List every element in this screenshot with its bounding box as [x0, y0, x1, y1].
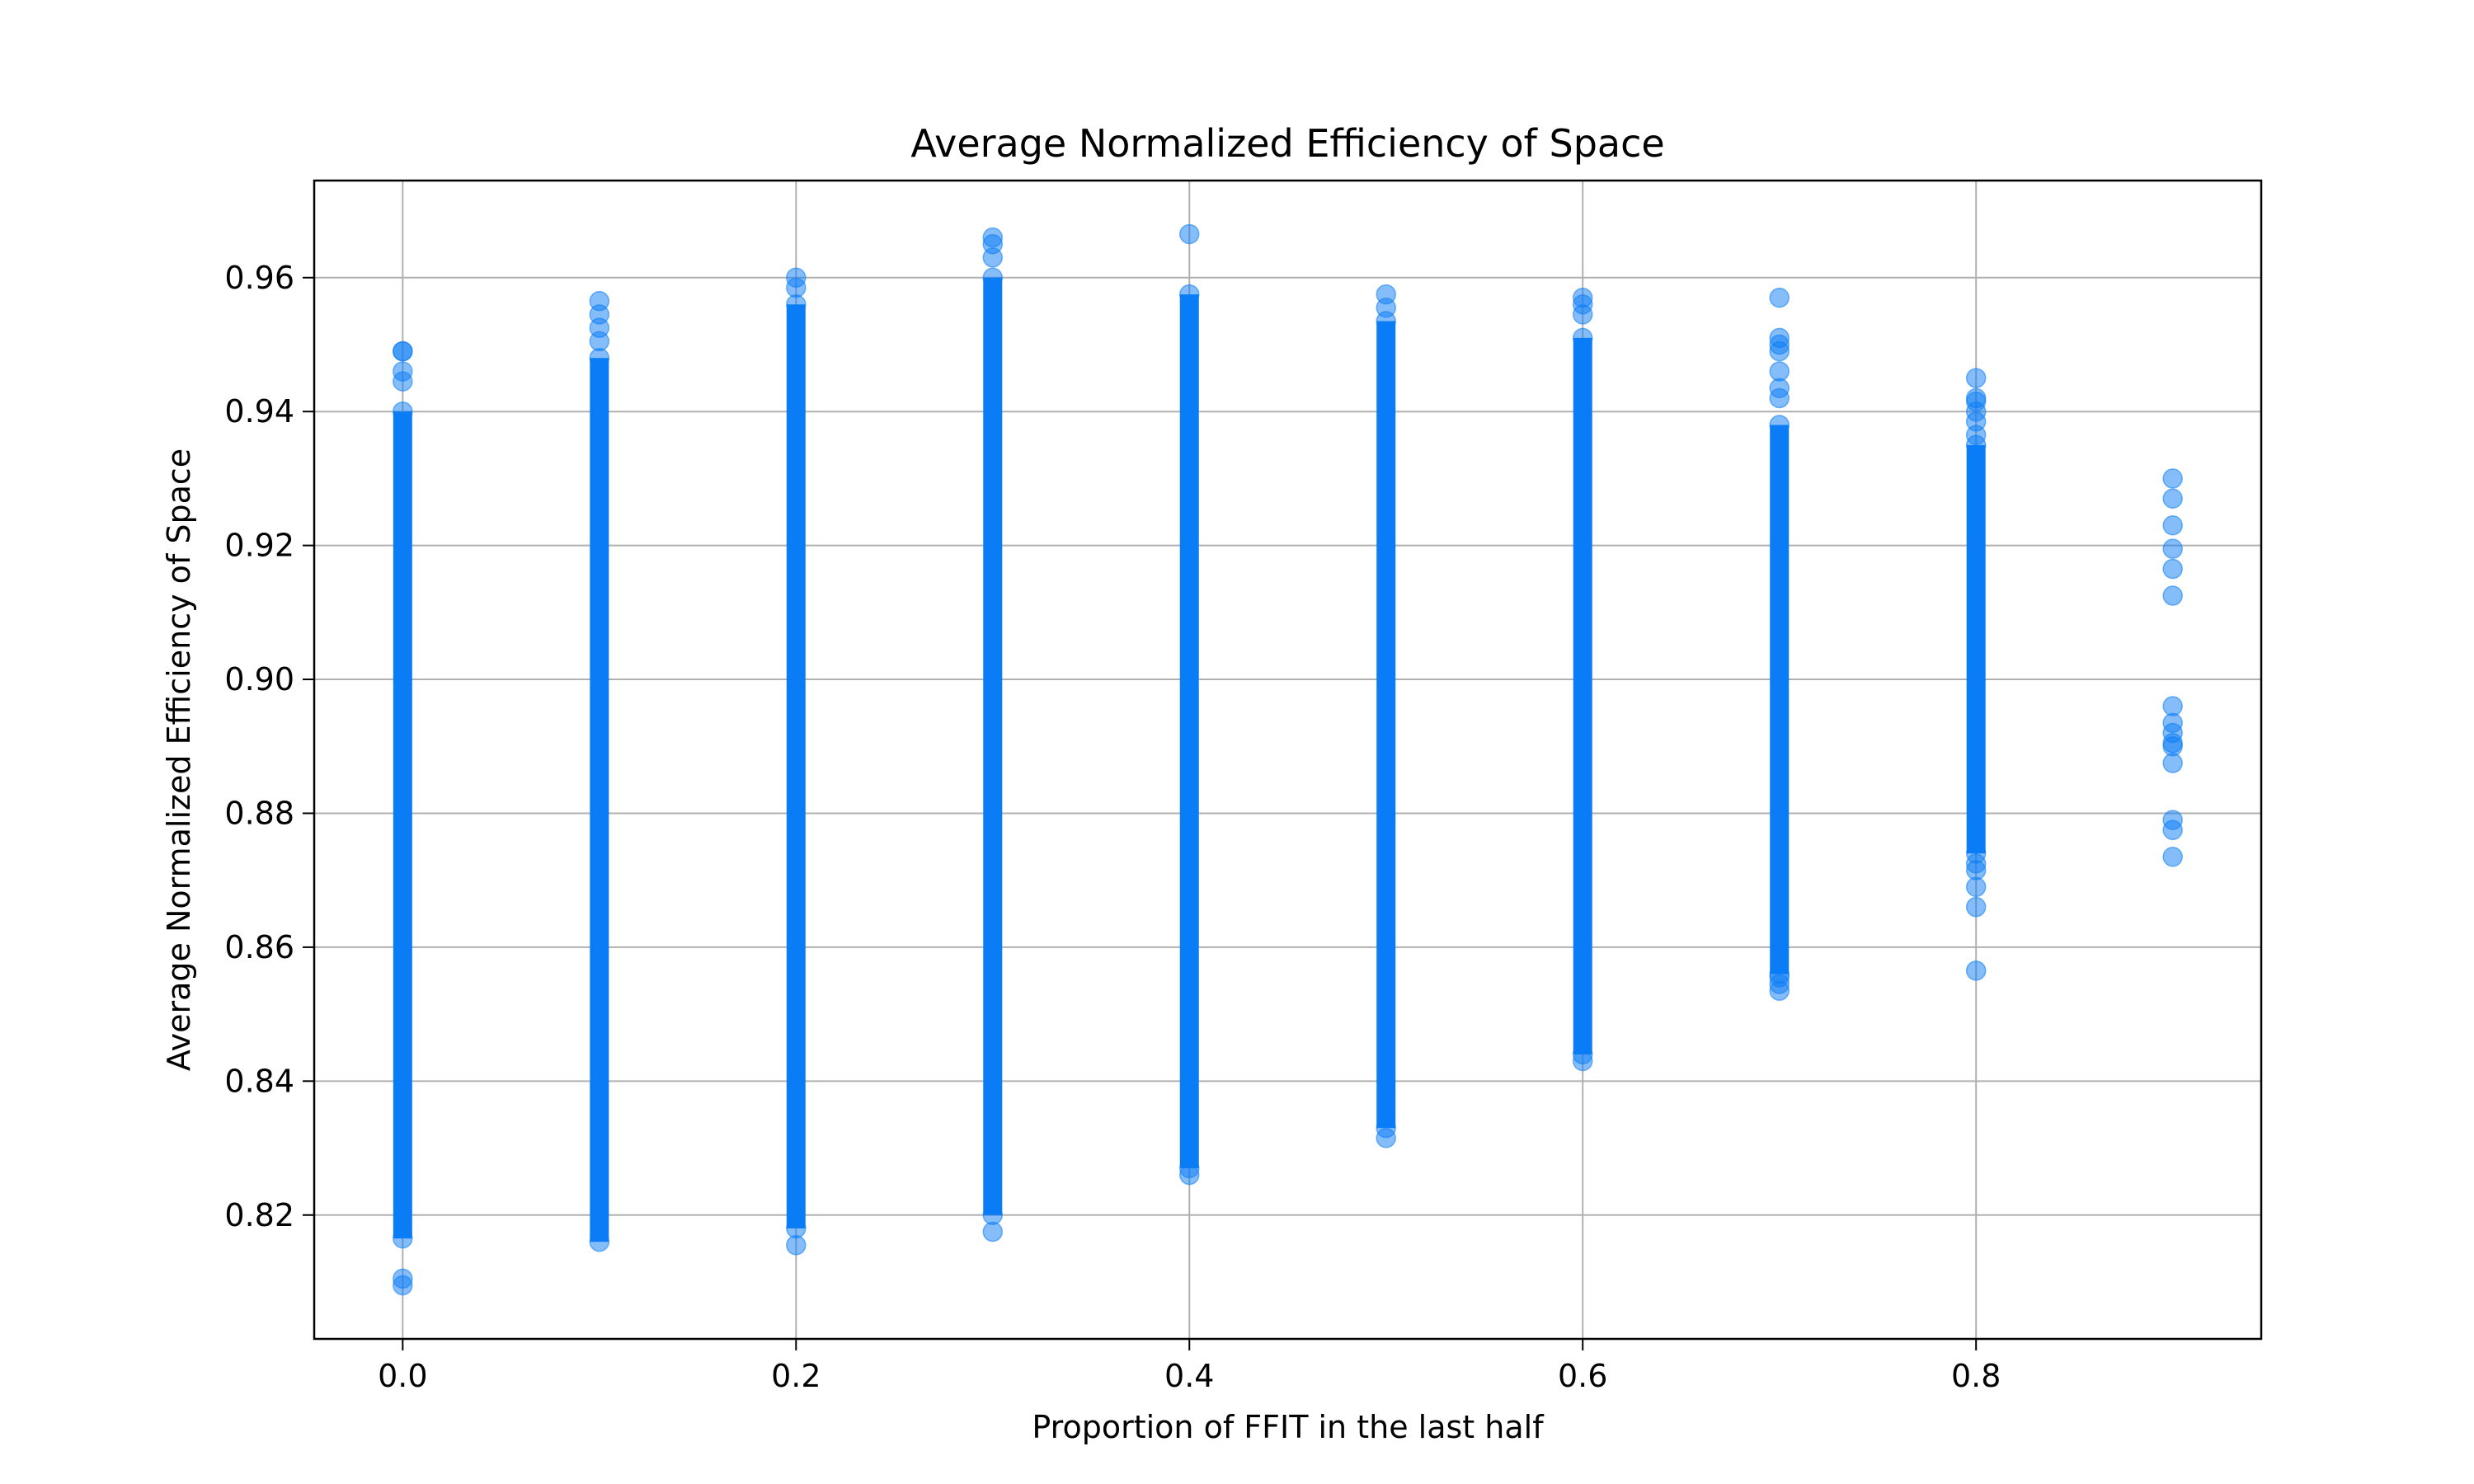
y-tick-label: 0.90: [224, 661, 294, 697]
scatter-point: [2162, 847, 2183, 867]
scatter-point: [2162, 585, 2183, 606]
plot-frame: [313, 179, 2263, 1341]
scatter-point: [1572, 1050, 1593, 1072]
scatter-point: [2162, 515, 2183, 536]
y-tick-label: 0.82: [224, 1197, 294, 1233]
dense-point-column: [786, 304, 806, 1228]
scatter-point: [2162, 696, 2183, 716]
scatter-point: [1769, 327, 1790, 349]
scatter-point: [786, 267, 807, 289]
y-tick-label: 0.84: [224, 1063, 294, 1099]
y-tick-label: 0.96: [224, 260, 294, 296]
scatter-point: [1965, 896, 1987, 918]
scatter-point: [1965, 387, 1987, 409]
x-tick-label: 0.0: [378, 1358, 427, 1394]
dense-point-column: [1966, 444, 1986, 854]
scatter-point: [786, 1218, 807, 1239]
dense-point-column: [983, 277, 1003, 1215]
y-tick-label: 0.92: [224, 528, 294, 564]
scatter-point: [1965, 853, 1987, 874]
dense-point-column: [1770, 425, 1790, 974]
scatter-point: [1965, 368, 1987, 388]
dense-point-column: [590, 358, 609, 1242]
data-points: [393, 223, 2183, 1296]
scatter-point: [1769, 361, 1790, 382]
x-tick-label: 0.4: [1164, 1358, 1214, 1394]
scatter-point: [982, 227, 1004, 248]
scatter-point: [1769, 378, 1790, 399]
y-axis-label: Average Normalized Efficiency of Space: [161, 448, 197, 1071]
y-tick-label: 0.94: [224, 393, 294, 430]
scatter-point: [589, 1231, 610, 1252]
y-tick-label: 0.86: [224, 929, 294, 965]
y-tick-label: 0.88: [224, 795, 294, 831]
scatter-point: [2162, 488, 2183, 510]
scatter-point: [982, 267, 1004, 289]
scatter-point: [1179, 284, 1200, 305]
scatter-point: [2162, 538, 2183, 559]
scatter-point: [393, 361, 413, 382]
scatter-point: [1769, 967, 1790, 988]
scatter-point: [393, 340, 413, 362]
scatter-point: [589, 290, 610, 312]
scatter-point: [1572, 327, 1593, 349]
x-tick-label: 0.2: [771, 1358, 821, 1394]
x-axis-label: Proportion of FFIT in the last half: [1032, 1409, 1545, 1445]
x-tick-label: 0.8: [1951, 1358, 2001, 1394]
scatter-point: [1965, 960, 1987, 981]
dense-point-column: [1376, 321, 1396, 1129]
scatter-point: [786, 1235, 807, 1256]
scatter-point: [393, 1228, 413, 1249]
scatter-point: [1376, 284, 1396, 305]
axis-ticks: 0.0 0.2 0.4 0.6 0.8 0.82 0.84 0.86 0.88 0.90 0.92 0…: [224, 260, 2001, 1394]
chart-title: Average Normalized Efficiency of Space: [910, 121, 1664, 166]
dense-point-column: [1573, 337, 1592, 1054]
scatter-point: [393, 401, 413, 422]
scatter-point: [1769, 287, 1790, 308]
scatter-point: [982, 1221, 1004, 1242]
scatter-point: [393, 1268, 413, 1289]
scatter-point: [2162, 558, 2183, 580]
scatter-point: [1769, 415, 1790, 435]
scatter-point: [589, 347, 610, 369]
scatter-point: [2162, 712, 2183, 734]
x-tick-label: 0.6: [1558, 1358, 1607, 1394]
scatter-point: [982, 1205, 1004, 1226]
scatter-point: [786, 294, 807, 315]
scatter-point: [1179, 1164, 1200, 1186]
dense-point-column: [1179, 294, 1199, 1168]
scatter-point: [2162, 468, 2183, 489]
scatter-point: [1572, 287, 1593, 308]
scatter-point: [1179, 223, 1200, 245]
scatter-point: [2162, 810, 2183, 830]
scatter-point: [1376, 1128, 1396, 1148]
scatter-point: [2162, 753, 2183, 773]
dense-point-column: [393, 411, 412, 1239]
scatter-point: [1965, 876, 1987, 898]
